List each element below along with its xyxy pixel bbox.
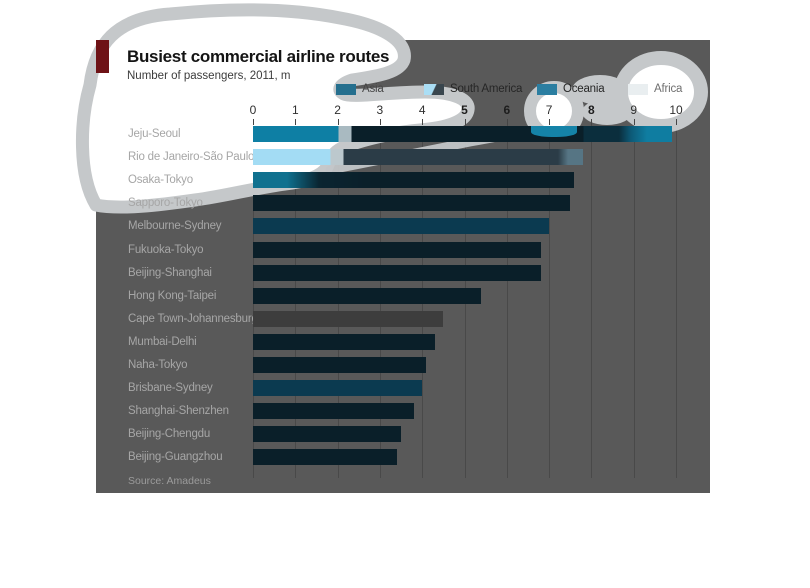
- row-label-2: Osaka-Tokyo: [128, 174, 193, 187]
- tick-label-3: 3: [376, 103, 384, 117]
- gridline-8: [591, 119, 593, 478]
- row-label-14: Beijing-Guangzhou: [128, 451, 223, 464]
- legend: Asia South America Oceania Africa: [0, 83, 810, 96]
- tick-mark-5: [464, 119, 466, 125]
- source-note: Source: Amadeus: [128, 475, 211, 487]
- legend-swatch-oceania: [537, 83, 557, 95]
- tick-label-7: 7: [545, 103, 553, 117]
- bar-shanghai-shenzhen: [253, 403, 414, 420]
- legend-label: Africa: [654, 83, 683, 95]
- tick-label-4: 4: [418, 103, 426, 117]
- row-label-8: Cape Town-Johannesburg: [128, 312, 258, 325]
- tick-mark-6: [506, 119, 508, 125]
- bar-rio-de-janeiro-s-o-paulo: [253, 149, 583, 166]
- gridline-7: [549, 119, 551, 478]
- bar-osaka-tokyo: [253, 172, 574, 189]
- bar-beijing-chengdu: [253, 426, 401, 443]
- bar-beijing-guangzhou: [253, 449, 397, 466]
- tick-label-5: 5: [461, 103, 468, 117]
- tick-mark-1: [295, 119, 297, 125]
- legend-label: Asia: [362, 83, 384, 95]
- bar-fukuoka-tokyo: [253, 241, 541, 258]
- tick-mark-4: [422, 119, 424, 125]
- row-label-6: Beijing-Shanghai: [128, 266, 212, 279]
- chart-title: Busiest commercial airline routes: [127, 47, 390, 66]
- bar-brisbane-sydney: [253, 380, 422, 397]
- row-label-4: Melbourne-Sydney: [128, 220, 222, 233]
- row-label-10: Naha-Tokyo: [128, 359, 188, 371]
- tick-label-6: 6: [503, 103, 511, 117]
- legend-swatch-africa: [628, 83, 648, 95]
- legend-item-oceania: Oceania: [537, 83, 605, 95]
- row-label-3: Sapporo-Tokyo: [128, 197, 203, 210]
- row-label-1: Rio de Janeiro-São Paulo: [128, 151, 255, 164]
- row-label-11: Brisbane-Sydney: [128, 382, 213, 395]
- tick-mark-3: [379, 119, 381, 125]
- tick-mark-2: [337, 119, 339, 125]
- legend-item-south-america: South America: [424, 83, 522, 95]
- bar-cape-town-johannesburg: [253, 310, 443, 327]
- row-label-13: Beijing-Chengdu: [128, 428, 211, 441]
- row-label-12: Shanghai-Shenzhen: [128, 405, 229, 418]
- tick-label-1: 1: [291, 103, 299, 117]
- tick-mark-0: [253, 119, 254, 125]
- tick-label-9: 9: [630, 103, 638, 117]
- bar-sapporo-tokyo: [253, 195, 570, 212]
- legend-label: Oceania: [563, 83, 605, 95]
- tick-label-10: 10: [669, 103, 683, 117]
- tick-mark-9: [633, 119, 635, 125]
- tick-label-2: 2: [334, 103, 341, 117]
- cloud-intrusion-arc: [531, 126, 577, 137]
- gridline-9: [633, 119, 635, 478]
- tick-mark-7: [549, 119, 551, 125]
- tick-label-8: 8: [588, 103, 595, 117]
- row-label-9: Mumbai-Delhi: [128, 335, 197, 348]
- bar-beijing-shanghai: [253, 264, 541, 281]
- tick-mark-10: [676, 119, 677, 125]
- gridline-10: [676, 119, 677, 478]
- legend-item-asia: Asia: [336, 83, 384, 95]
- legend-swatch-south-america: [424, 83, 444, 95]
- bar-mumbai-delhi: [253, 333, 435, 350]
- chart-subtitle: Number of passengers, 2011, m: [127, 70, 291, 82]
- tick-mark-8: [591, 119, 593, 125]
- legend-item-africa: Africa: [628, 83, 682, 95]
- economist-red-tab: [96, 40, 109, 73]
- bar-hong-kong-taipei: [253, 287, 481, 304]
- bar-naha-tokyo: [253, 357, 426, 373]
- gridline-6: [506, 119, 508, 478]
- legend-swatch-asia: [336, 83, 356, 95]
- row-label-7: Hong Kong-Taipei: [128, 289, 217, 302]
- row-label-0: Jeju-Seoul: [128, 128, 181, 140]
- legend-label: South America: [450, 83, 523, 95]
- tick-label-0: 0: [249, 103, 257, 117]
- row-label-5: Fukuoka-Tokyo: [128, 243, 204, 256]
- bar-jeju-seoul: [253, 126, 672, 142]
- bar-melbourne-sydney: [253, 218, 549, 235]
